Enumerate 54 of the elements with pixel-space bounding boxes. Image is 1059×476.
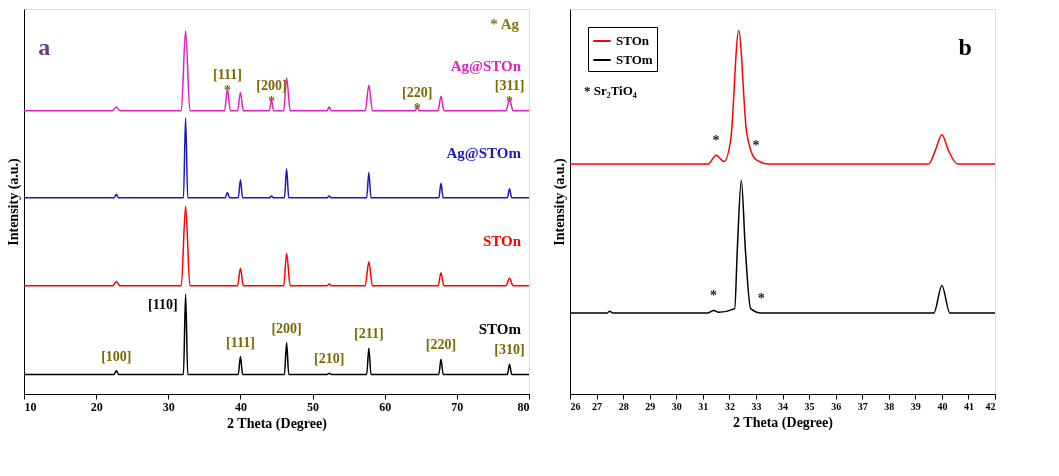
chart-title: b bbox=[958, 33, 972, 60]
annotation: [220] * bbox=[402, 85, 433, 117]
x-tick-label: 27 bbox=[592, 400, 603, 412]
annotation: * Ag bbox=[490, 15, 520, 32]
series-label: STOm bbox=[478, 321, 522, 338]
x-tick-label: 10 bbox=[24, 399, 37, 414]
x-tick-label: 28 bbox=[618, 400, 629, 412]
x-tick-label: 33 bbox=[751, 400, 762, 412]
x-tick-label: 50 bbox=[307, 399, 320, 414]
annotation: [220] bbox=[425, 337, 457, 353]
x-tick-label: 29 bbox=[645, 400, 656, 412]
annotation: * bbox=[757, 291, 765, 306]
annotation: * bbox=[752, 137, 760, 153]
x-tick-label: 80 bbox=[517, 399, 530, 414]
annotation: [210] bbox=[314, 351, 345, 367]
legend-label: STOm bbox=[616, 52, 653, 67]
x-tick-label: 42 bbox=[985, 400, 996, 412]
annotation: [111] bbox=[226, 334, 255, 350]
annotation: * bbox=[709, 288, 717, 304]
x-tick-label: 30 bbox=[671, 400, 682, 412]
x-tick-label: 40 bbox=[937, 400, 948, 412]
y-axis-title: Intensity (a.u.) bbox=[551, 157, 568, 246]
x-tick-label: 60 bbox=[379, 399, 392, 414]
annotation: [100] bbox=[101, 348, 132, 364]
x-tick-label: 36 bbox=[831, 400, 842, 412]
annotation: * bbox=[712, 133, 720, 149]
x-tick-label: 40 bbox=[234, 399, 247, 414]
series-label: Ag@STOn bbox=[450, 57, 522, 74]
legend-label: STOn bbox=[616, 33, 650, 48]
x-tick-label: 39 bbox=[910, 400, 921, 412]
annotation: [311] * bbox=[494, 77, 525, 109]
annotation: [111] * bbox=[213, 66, 242, 98]
annotation: [200] bbox=[271, 320, 302, 336]
text: STOn bbox=[482, 232, 522, 249]
x-tick-label: 31 bbox=[698, 400, 709, 412]
annotation: [211] bbox=[354, 326, 384, 342]
y-axis-title: Intensity (a.u.) bbox=[5, 157, 22, 246]
annotation: * Sr₂TiO₄ bbox=[584, 82, 637, 98]
x-axis-title: 2 Theta (Degree) bbox=[227, 415, 328, 432]
x-tick-label: 41 bbox=[963, 400, 974, 412]
annotation: [310] bbox=[494, 342, 525, 358]
x-tick-label: 30 bbox=[162, 399, 175, 414]
x-tick-label: 26 bbox=[570, 400, 581, 412]
series-label: Ag@STOm bbox=[446, 144, 522, 161]
x-tick-label: 70 bbox=[451, 399, 464, 414]
x-tick-label: 34 bbox=[778, 400, 788, 412]
x-tick-label: 37 bbox=[857, 400, 868, 412]
x-tick-label: 38 bbox=[884, 400, 895, 412]
x-tick-label: 32 bbox=[724, 400, 735, 412]
x-axis-title: 2 Theta (Degree) bbox=[733, 414, 834, 431]
annotation: [110] bbox=[148, 297, 178, 313]
chart-title: a bbox=[38, 33, 51, 60]
x-tick-label: 20 bbox=[90, 399, 103, 414]
x-tick-label: 35 bbox=[804, 400, 815, 412]
